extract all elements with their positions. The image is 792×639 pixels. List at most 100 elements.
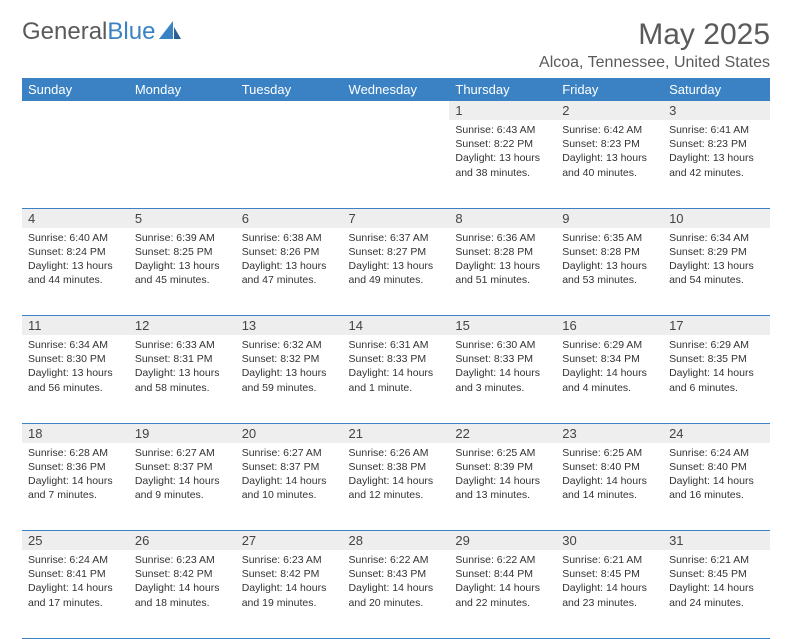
day-cell-body: Sunrise: 6:33 AMSunset: 8:31 PMDaylight:… [129,335,236,401]
day-number-cell: 1 [449,101,556,120]
daylight-text: Daylight: 13 hours and 44 minutes. [28,259,123,287]
page-header: GeneralBlue May 2025 Alcoa, Tennessee, U… [22,18,770,72]
sunset-text: Sunset: 8:36 PM [28,460,123,474]
day-cell: Sunrise: 6:29 AMSunset: 8:35 PMDaylight:… [663,335,770,423]
daylight-text: Daylight: 13 hours and 54 minutes. [669,259,764,287]
sunset-text: Sunset: 8:32 PM [242,352,337,366]
day-number-cell: 10 [663,208,770,228]
daylight-text: Daylight: 13 hours and 40 minutes. [562,151,657,179]
day-cell: Sunrise: 6:26 AMSunset: 8:38 PMDaylight:… [343,443,450,531]
day-cell: Sunrise: 6:22 AMSunset: 8:44 PMDaylight:… [449,550,556,638]
day-cell-body: Sunrise: 6:29 AMSunset: 8:34 PMDaylight:… [556,335,663,401]
sunrise-text: Sunrise: 6:30 AM [455,338,550,352]
day-cell-body: Sunrise: 6:23 AMSunset: 8:42 PMDaylight:… [129,550,236,616]
day-number-cell: 27 [236,531,343,551]
weekday-header: Friday [556,78,663,101]
sunrise-text: Sunrise: 6:40 AM [28,231,123,245]
sunset-text: Sunset: 8:23 PM [669,137,764,151]
sunset-text: Sunset: 8:35 PM [669,352,764,366]
sunrise-text: Sunrise: 6:29 AM [669,338,764,352]
day-number-cell [129,101,236,120]
sunrise-text: Sunrise: 6:26 AM [349,446,444,460]
logo: GeneralBlue [22,18,181,46]
day-number-cell: 11 [22,316,129,336]
daylight-text: Daylight: 14 hours and 20 minutes. [349,581,444,609]
day-number-cell: 3 [663,101,770,120]
day-number-cell: 4 [22,208,129,228]
day-content-row: Sunrise: 6:24 AMSunset: 8:41 PMDaylight:… [22,550,770,638]
day-number-cell: 20 [236,423,343,443]
sunset-text: Sunset: 8:27 PM [349,245,444,259]
sunset-text: Sunset: 8:28 PM [562,245,657,259]
day-cell: Sunrise: 6:39 AMSunset: 8:25 PMDaylight:… [129,228,236,316]
day-cell: Sunrise: 6:33 AMSunset: 8:31 PMDaylight:… [129,335,236,423]
sunset-text: Sunset: 8:42 PM [135,567,230,581]
day-cell-body: Sunrise: 6:25 AMSunset: 8:39 PMDaylight:… [449,443,556,509]
day-cell-body: Sunrise: 6:27 AMSunset: 8:37 PMDaylight:… [236,443,343,509]
day-cell: Sunrise: 6:27 AMSunset: 8:37 PMDaylight:… [236,443,343,531]
sunrise-text: Sunrise: 6:22 AM [349,553,444,567]
day-number-cell: 21 [343,423,450,443]
sunset-text: Sunset: 8:39 PM [455,460,550,474]
sunset-text: Sunset: 8:33 PM [349,352,444,366]
sunrise-text: Sunrise: 6:25 AM [455,446,550,460]
sunset-text: Sunset: 8:29 PM [669,245,764,259]
sunset-text: Sunset: 8:38 PM [349,460,444,474]
day-cell-body: Sunrise: 6:31 AMSunset: 8:33 PMDaylight:… [343,335,450,401]
day-cell: Sunrise: 6:30 AMSunset: 8:33 PMDaylight:… [449,335,556,423]
day-cell-body: Sunrise: 6:30 AMSunset: 8:33 PMDaylight:… [449,335,556,401]
daylight-text: Daylight: 14 hours and 1 minute. [349,366,444,394]
sunrise-text: Sunrise: 6:29 AM [562,338,657,352]
daylight-text: Daylight: 14 hours and 14 minutes. [562,474,657,502]
month-title: May 2025 [539,18,770,52]
day-cell: Sunrise: 6:21 AMSunset: 8:45 PMDaylight:… [556,550,663,638]
day-cell-body: Sunrise: 6:34 AMSunset: 8:30 PMDaylight:… [22,335,129,401]
day-number-cell [236,101,343,120]
daylight-text: Daylight: 14 hours and 13 minutes. [455,474,550,502]
sunset-text: Sunset: 8:25 PM [135,245,230,259]
sunrise-text: Sunrise: 6:27 AM [242,446,337,460]
day-number-cell: 2 [556,101,663,120]
sunset-text: Sunset: 8:26 PM [242,245,337,259]
sunset-text: Sunset: 8:22 PM [455,137,550,151]
day-number-cell: 14 [343,316,450,336]
day-cell: Sunrise: 6:28 AMSunset: 8:36 PMDaylight:… [22,443,129,531]
day-number-row: 45678910 [22,208,770,228]
day-number-cell: 23 [556,423,663,443]
day-content-row: Sunrise: 6:28 AMSunset: 8:36 PMDaylight:… [22,443,770,531]
weekday-header: Thursday [449,78,556,101]
weekday-header: Sunday [22,78,129,101]
daylight-text: Daylight: 13 hours and 59 minutes. [242,366,337,394]
day-cell: Sunrise: 6:23 AMSunset: 8:42 PMDaylight:… [129,550,236,638]
sunrise-text: Sunrise: 6:34 AM [28,338,123,352]
sunset-text: Sunset: 8:23 PM [562,137,657,151]
day-cell-body: Sunrise: 6:24 AMSunset: 8:40 PMDaylight:… [663,443,770,509]
sunrise-text: Sunrise: 6:23 AM [242,553,337,567]
daylight-text: Daylight: 13 hours and 45 minutes. [135,259,230,287]
day-number-cell: 8 [449,208,556,228]
day-number-cell: 5 [129,208,236,228]
day-cell: Sunrise: 6:32 AMSunset: 8:32 PMDaylight:… [236,335,343,423]
sunset-text: Sunset: 8:40 PM [669,460,764,474]
day-number-cell: 24 [663,423,770,443]
day-cell-body: Sunrise: 6:39 AMSunset: 8:25 PMDaylight:… [129,228,236,294]
day-cell-body: Sunrise: 6:32 AMSunset: 8:32 PMDaylight:… [236,335,343,401]
daylight-text: Daylight: 13 hours and 53 minutes. [562,259,657,287]
day-cell-body: Sunrise: 6:24 AMSunset: 8:41 PMDaylight:… [22,550,129,616]
daylight-text: Daylight: 14 hours and 17 minutes. [28,581,123,609]
daylight-text: Daylight: 14 hours and 10 minutes. [242,474,337,502]
day-cell-body: Sunrise: 6:42 AMSunset: 8:23 PMDaylight:… [556,120,663,186]
sunrise-text: Sunrise: 6:32 AM [242,338,337,352]
day-number-cell: 22 [449,423,556,443]
sunset-text: Sunset: 8:30 PM [28,352,123,366]
weekday-header: Monday [129,78,236,101]
daylight-text: Daylight: 13 hours and 38 minutes. [455,151,550,179]
daylight-text: Daylight: 14 hours and 22 minutes. [455,581,550,609]
sunrise-text: Sunrise: 6:33 AM [135,338,230,352]
sunset-text: Sunset: 8:45 PM [562,567,657,581]
logo-text-2: Blue [107,18,155,46]
day-number-row: 18192021222324 [22,423,770,443]
sunset-text: Sunset: 8:37 PM [242,460,337,474]
day-content-row: Sunrise: 6:40 AMSunset: 8:24 PMDaylight:… [22,228,770,316]
sunset-text: Sunset: 8:41 PM [28,567,123,581]
